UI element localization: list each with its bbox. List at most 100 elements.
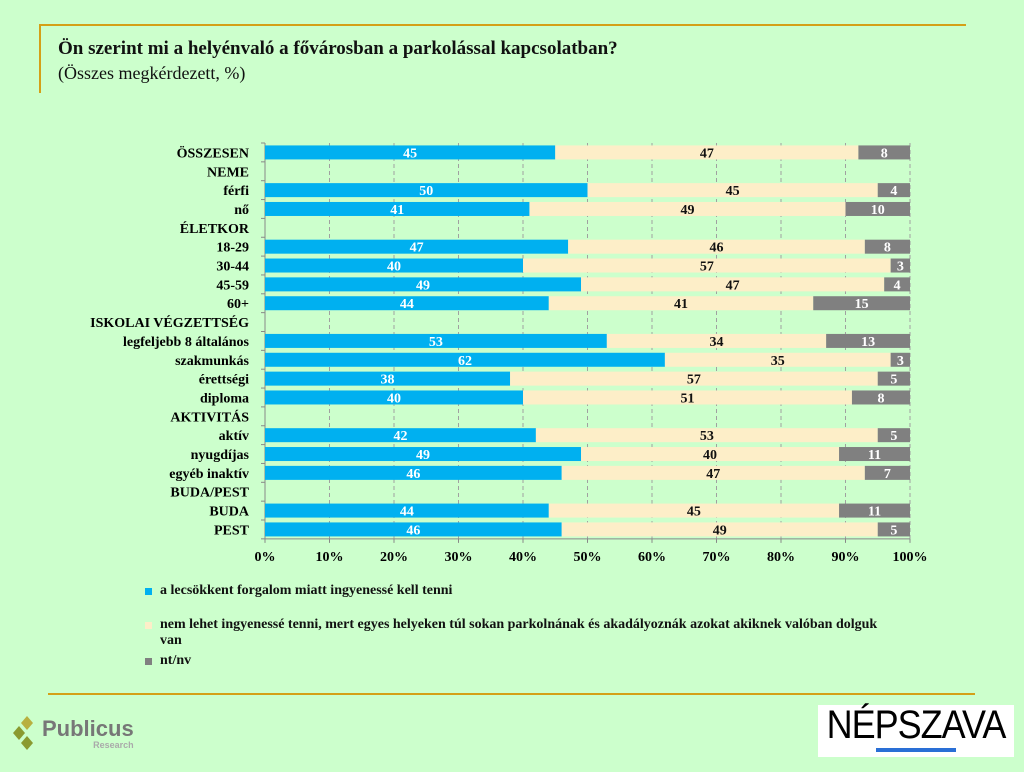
data-label: 44	[400, 297, 414, 312]
x-tick-label: 30%	[445, 550, 473, 565]
data-label: 46	[406, 467, 420, 482]
x-tick-label: 60%	[638, 550, 666, 565]
data-label: 57	[687, 373, 701, 388]
bar-segment-3	[845, 201, 910, 216]
x-tick-label: 80%	[767, 550, 795, 565]
bar-segment-3	[877, 428, 910, 443]
data-label: 46	[710, 241, 724, 256]
bar-segment-2	[529, 201, 846, 216]
data-label: 40	[387, 391, 401, 406]
bar-segment-2	[548, 296, 814, 311]
data-label: 3	[897, 354, 904, 369]
bar-segment-3	[890, 258, 910, 273]
publicus-logo: Publicus Research	[12, 714, 134, 754]
chart-title: Ön szerint mi a helyénvaló a fővárosban …	[58, 38, 618, 59]
legend-label: nt/nv	[160, 653, 192, 668]
legend-swatch	[145, 588, 152, 595]
category-label: NEME	[207, 165, 249, 180]
bar-segment-2	[535, 428, 878, 443]
bar-segment-1	[265, 183, 588, 198]
bar-segment-3	[858, 145, 910, 160]
bar-segment-1	[265, 352, 665, 367]
x-tick-label: 100%	[893, 550, 928, 565]
data-label: 8	[884, 241, 891, 256]
bar-segment-2	[664, 352, 891, 367]
data-label: 41	[674, 297, 688, 312]
category-label: ÉLETKOR	[180, 220, 250, 237]
bar-segment-3	[890, 352, 910, 367]
category-label: érettségi	[199, 373, 249, 388]
title-frame-left	[39, 24, 41, 93]
data-label: 49	[713, 523, 727, 538]
data-label: 41	[390, 203, 404, 218]
bar-segment-2	[523, 390, 852, 405]
category-label: nyugdíjas	[191, 448, 250, 463]
data-label: 13	[861, 335, 875, 350]
legend-swatch	[145, 658, 152, 665]
data-label: 4	[894, 278, 901, 293]
data-label: 49	[680, 203, 694, 218]
category-label: szakmunkás	[175, 354, 249, 369]
category-label: AKTIVITÁS	[170, 408, 249, 425]
data-label: 11	[868, 448, 881, 463]
bar-segment-3	[864, 465, 910, 480]
nepszava-tagline-bar	[876, 748, 956, 752]
bar-segment-1	[265, 522, 562, 537]
publicus-wordmark: Publicus	[42, 716, 134, 741]
data-label: 47	[410, 241, 424, 256]
data-label: 11	[868, 505, 881, 520]
data-label: 34	[710, 335, 724, 350]
bar-segment-3	[839, 447, 910, 462]
data-label: 62	[458, 354, 472, 369]
data-label: 10	[871, 203, 885, 218]
bar-segment-2	[581, 447, 840, 462]
data-label: 50	[419, 184, 433, 199]
nepszava-logo: NÉPSZAVA	[818, 702, 1014, 757]
data-label: 45	[687, 505, 701, 520]
bar-segment-2	[548, 503, 840, 518]
bar-segment-3	[877, 522, 910, 537]
legend-label: a lecsökkent forgalom miatt ingyenessé k…	[160, 583, 453, 598]
data-label: 8	[881, 146, 888, 161]
bar-segment-1	[265, 371, 511, 386]
bar-segment-1	[265, 239, 569, 254]
data-label: 7	[884, 467, 891, 482]
data-label: 57	[700, 260, 714, 275]
bar-segment-2	[523, 258, 891, 273]
footer-divider	[48, 693, 975, 695]
data-label: 49	[416, 448, 430, 463]
data-label: 15	[855, 297, 869, 312]
data-label: 45	[403, 146, 417, 161]
bar-segment-1	[265, 447, 582, 462]
bar-segment-1	[265, 503, 549, 518]
data-label: 47	[700, 146, 714, 161]
legend-swatch	[145, 622, 152, 629]
bar-segment-2	[555, 145, 859, 160]
data-label: 51	[680, 391, 694, 406]
x-tick-label: 50%	[574, 550, 602, 565]
bar-segment-1	[265, 465, 562, 480]
category-label: férfi	[223, 184, 249, 199]
x-tick-label: 0%	[255, 550, 276, 565]
data-label: 38	[381, 373, 395, 388]
x-tick-label: 10%	[316, 550, 344, 565]
data-label: 5	[890, 523, 897, 538]
data-label: 40	[703, 448, 717, 463]
category-label: 60+	[227, 297, 249, 312]
category-label: legfeljebb 8 általános	[123, 335, 250, 350]
bar-segment-2	[561, 522, 878, 537]
bar-segment-1	[265, 258, 523, 273]
legend-item-3: nt/nv	[145, 653, 885, 669]
data-label: 3	[897, 260, 904, 275]
category-label: diploma	[200, 391, 249, 406]
category-label: BUDA/PEST	[170, 486, 249, 501]
publicus-diamond-icon	[13, 716, 33, 750]
data-label: 42	[393, 429, 407, 444]
data-label: 44	[400, 505, 414, 520]
x-tick-label: 20%	[380, 550, 408, 565]
category-label: BUDA	[209, 505, 250, 520]
data-label: 49	[416, 278, 430, 293]
category-label: 18-29	[216, 241, 249, 256]
category-label: PEST	[214, 523, 250, 538]
bar-segment-3	[884, 277, 910, 292]
